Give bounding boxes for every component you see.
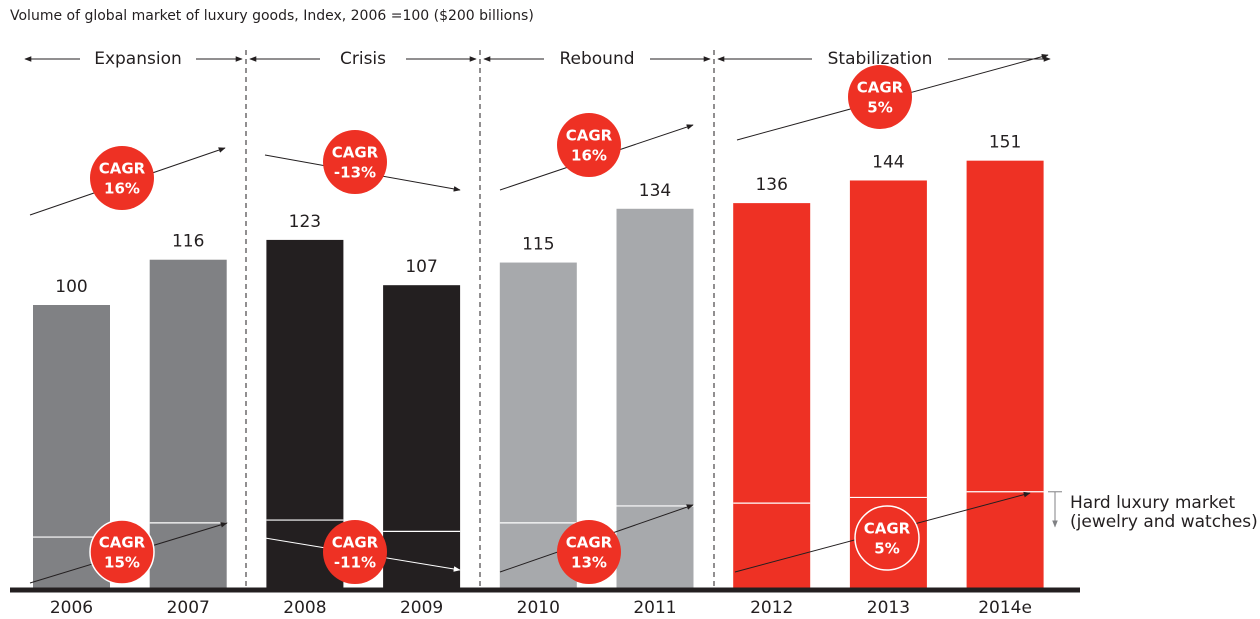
cagr-label: CAGR (99, 160, 146, 178)
annotation-text: (jewelry and watches) (1070, 512, 1258, 532)
value-label: 100 (55, 277, 87, 297)
value-label: 115 (522, 235, 554, 255)
x-tick-label: 2014e (978, 598, 1032, 618)
cagr-label: CAGR (864, 520, 911, 538)
cagr-label: CAGR (566, 127, 613, 145)
phase-label: Expansion (94, 49, 182, 69)
cagr-badge (323, 520, 387, 584)
value-label: 144 (872, 152, 904, 172)
bar (383, 285, 461, 588)
cagr-badge (557, 520, 621, 584)
x-tick-label: 2007 (167, 598, 210, 618)
cagr-label: CAGR (332, 144, 379, 162)
cagr-label: CAGR (332, 534, 379, 552)
value-label: 136 (755, 175, 787, 195)
x-tick-label: 2008 (283, 598, 326, 618)
x-tick-label: 2011 (633, 598, 676, 618)
x-tick-label: 2009 (400, 598, 443, 618)
cagr-badge (323, 130, 387, 194)
bar (616, 208, 694, 588)
cagr-badge (90, 146, 154, 210)
x-tick-label: 2006 (50, 598, 93, 618)
cagr-label: CAGR (566, 534, 613, 552)
cagr-badge (848, 65, 912, 129)
x-tick-label: 2010 (517, 598, 560, 618)
phase-label: Rebound (559, 49, 634, 69)
cagr-badge (89, 519, 155, 585)
cagr-value: -13% (334, 164, 376, 182)
value-label: 123 (289, 212, 321, 232)
cagr-badge (557, 113, 621, 177)
cagr-label: CAGR (857, 79, 904, 97)
value-label: 107 (405, 257, 437, 277)
bar (149, 259, 227, 588)
bar (733, 203, 811, 588)
chart-title: Volume of global market of luxury goods,… (10, 8, 534, 24)
x-tick-label: 2012 (750, 598, 793, 618)
cagr-label: CAGR (99, 534, 146, 552)
annotation-text: Hard luxury market (1070, 493, 1236, 513)
phase-label: Stabilization (828, 49, 933, 69)
cagr-value: 13% (571, 554, 607, 572)
cagr-value: 16% (571, 147, 607, 165)
value-label: 116 (172, 232, 204, 252)
value-label: 151 (989, 133, 1021, 153)
cagr-badge (854, 505, 920, 571)
cagr-value: 16% (104, 180, 140, 198)
phase-label: Crisis (340, 49, 386, 69)
bar (266, 239, 344, 588)
bar (966, 160, 1044, 589)
cagr-value: -11% (334, 554, 376, 572)
value-label: 134 (639, 181, 671, 201)
cagr-value: 5% (867, 99, 892, 117)
cagr-value: 15% (104, 554, 140, 572)
cagr-value: 5% (874, 540, 899, 558)
x-tick-label: 2013 (867, 598, 910, 618)
